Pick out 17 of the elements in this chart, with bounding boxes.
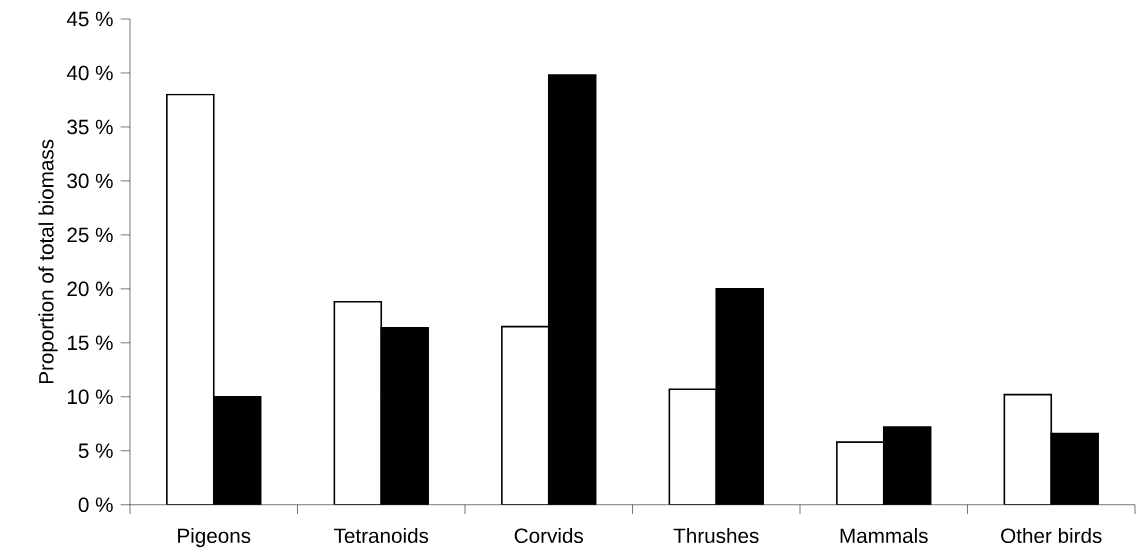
y-tick-label: 30 % bbox=[67, 173, 113, 189]
x-tick-label: Thrushes bbox=[673, 527, 759, 544]
y-axis-title: Proportion of total biomass bbox=[38, 139, 58, 384]
y-tick-label: 5 % bbox=[78, 443, 113, 459]
x-tick-label: Other birds bbox=[1001, 527, 1102, 544]
y-tick-label: 40 % bbox=[66, 65, 113, 81]
y-tick-label: 45 % bbox=[66, 11, 113, 27]
x-tick-label: Corvids bbox=[514, 527, 584, 544]
x-tick-label: Mammals bbox=[840, 527, 928, 544]
x-tick-label: Tetranoids bbox=[334, 527, 429, 544]
y-tick-label: 35 % bbox=[67, 119, 113, 135]
y-tick-label: 25 % bbox=[67, 227, 113, 243]
y-tick-label: 20 % bbox=[67, 281, 113, 297]
x-tick-label: Pigeons bbox=[178, 527, 251, 548]
y-tick-label: 0 % bbox=[78, 497, 113, 513]
y-tick-label: 15 % bbox=[67, 335, 113, 351]
y-tick-label: 10 % bbox=[67, 389, 113, 405]
